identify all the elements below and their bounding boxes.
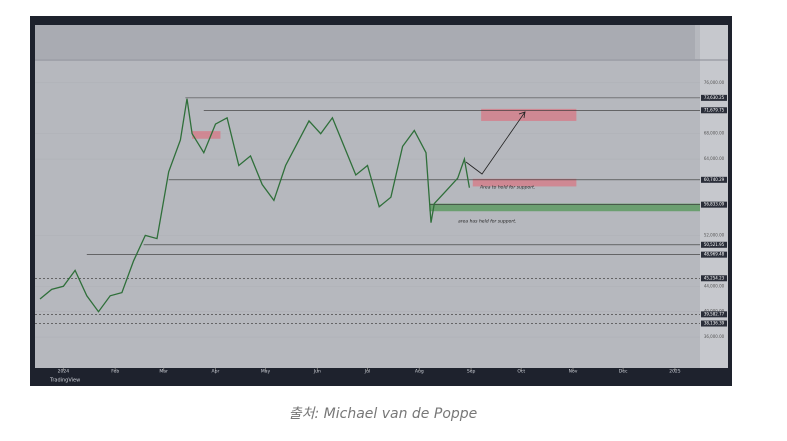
- y-tick-label: 76,000.00: [704, 80, 725, 85]
- arrow: [465, 111, 526, 175]
- zone: [192, 131, 221, 139]
- x-tick-label: Jul: [364, 369, 370, 375]
- x-tick-label: Nov: [569, 369, 578, 375]
- x-tick-label: Sep: [467, 369, 476, 375]
- level-label: 50,521.95: [704, 242, 725, 247]
- x-tick-label: Mar: [159, 369, 168, 375]
- level-label: 71,679.75: [704, 107, 725, 112]
- x-tick-label: 2024: [58, 369, 70, 375]
- indicator-panel: [35, 25, 695, 59]
- x-tick-label: Apr: [212, 369, 220, 375]
- level-label: 73,630.25: [704, 95, 725, 100]
- level-tag: [701, 241, 727, 248]
- level-tag: [701, 311, 727, 318]
- level-label: 39,582.77: [704, 311, 725, 316]
- arrow-head: [518, 111, 526, 119]
- x-tick-label: Aug: [415, 369, 424, 375]
- x-tick-label: Feb: [111, 369, 119, 375]
- zone: [481, 108, 577, 121]
- zone: [429, 203, 700, 212]
- plot-area: [35, 25, 700, 368]
- y-tick-label: 44,000.00: [704, 283, 725, 288]
- price-axis: [700, 25, 728, 368]
- x-tick-label: May: [261, 369, 271, 375]
- price-line: [39, 98, 471, 313]
- level-tag: [701, 176, 727, 183]
- x-tick-label: 2025: [669, 369, 681, 375]
- level-tag: [701, 94, 727, 101]
- level-tag: [701, 251, 727, 258]
- x-tick-label: Jun: [313, 369, 321, 375]
- level-label: 56,833.09: [704, 202, 725, 207]
- level-tag: [701, 275, 727, 282]
- y-tick-label: 68,000.00: [704, 131, 725, 136]
- x-tick-label: Oct: [517, 369, 525, 375]
- level-label: 48,969.48: [704, 252, 725, 257]
- y-tick-label: 36,000.00: [704, 334, 725, 339]
- level-label: 45,254.23: [704, 275, 725, 280]
- level-tag: [701, 320, 727, 327]
- annotation: area has held for support.: [458, 219, 516, 225]
- annotation: Area to hold for support.: [479, 185, 535, 191]
- x-tick-label: Dec: [619, 369, 628, 375]
- brand: TradingView: [49, 378, 80, 384]
- zone: [472, 178, 577, 187]
- level-tag: [701, 201, 727, 208]
- caption: 출처: Michael van de Poppe: [289, 406, 478, 422]
- level-label: 60,740.29: [704, 177, 725, 182]
- y-tick-label: 40,000.00: [704, 309, 725, 314]
- y-tick-label: 52,000.00: [704, 232, 725, 237]
- level-label: 38,136.39: [704, 321, 725, 326]
- y-tick-label: 64,000.00: [704, 156, 725, 161]
- level-tag: [701, 107, 727, 114]
